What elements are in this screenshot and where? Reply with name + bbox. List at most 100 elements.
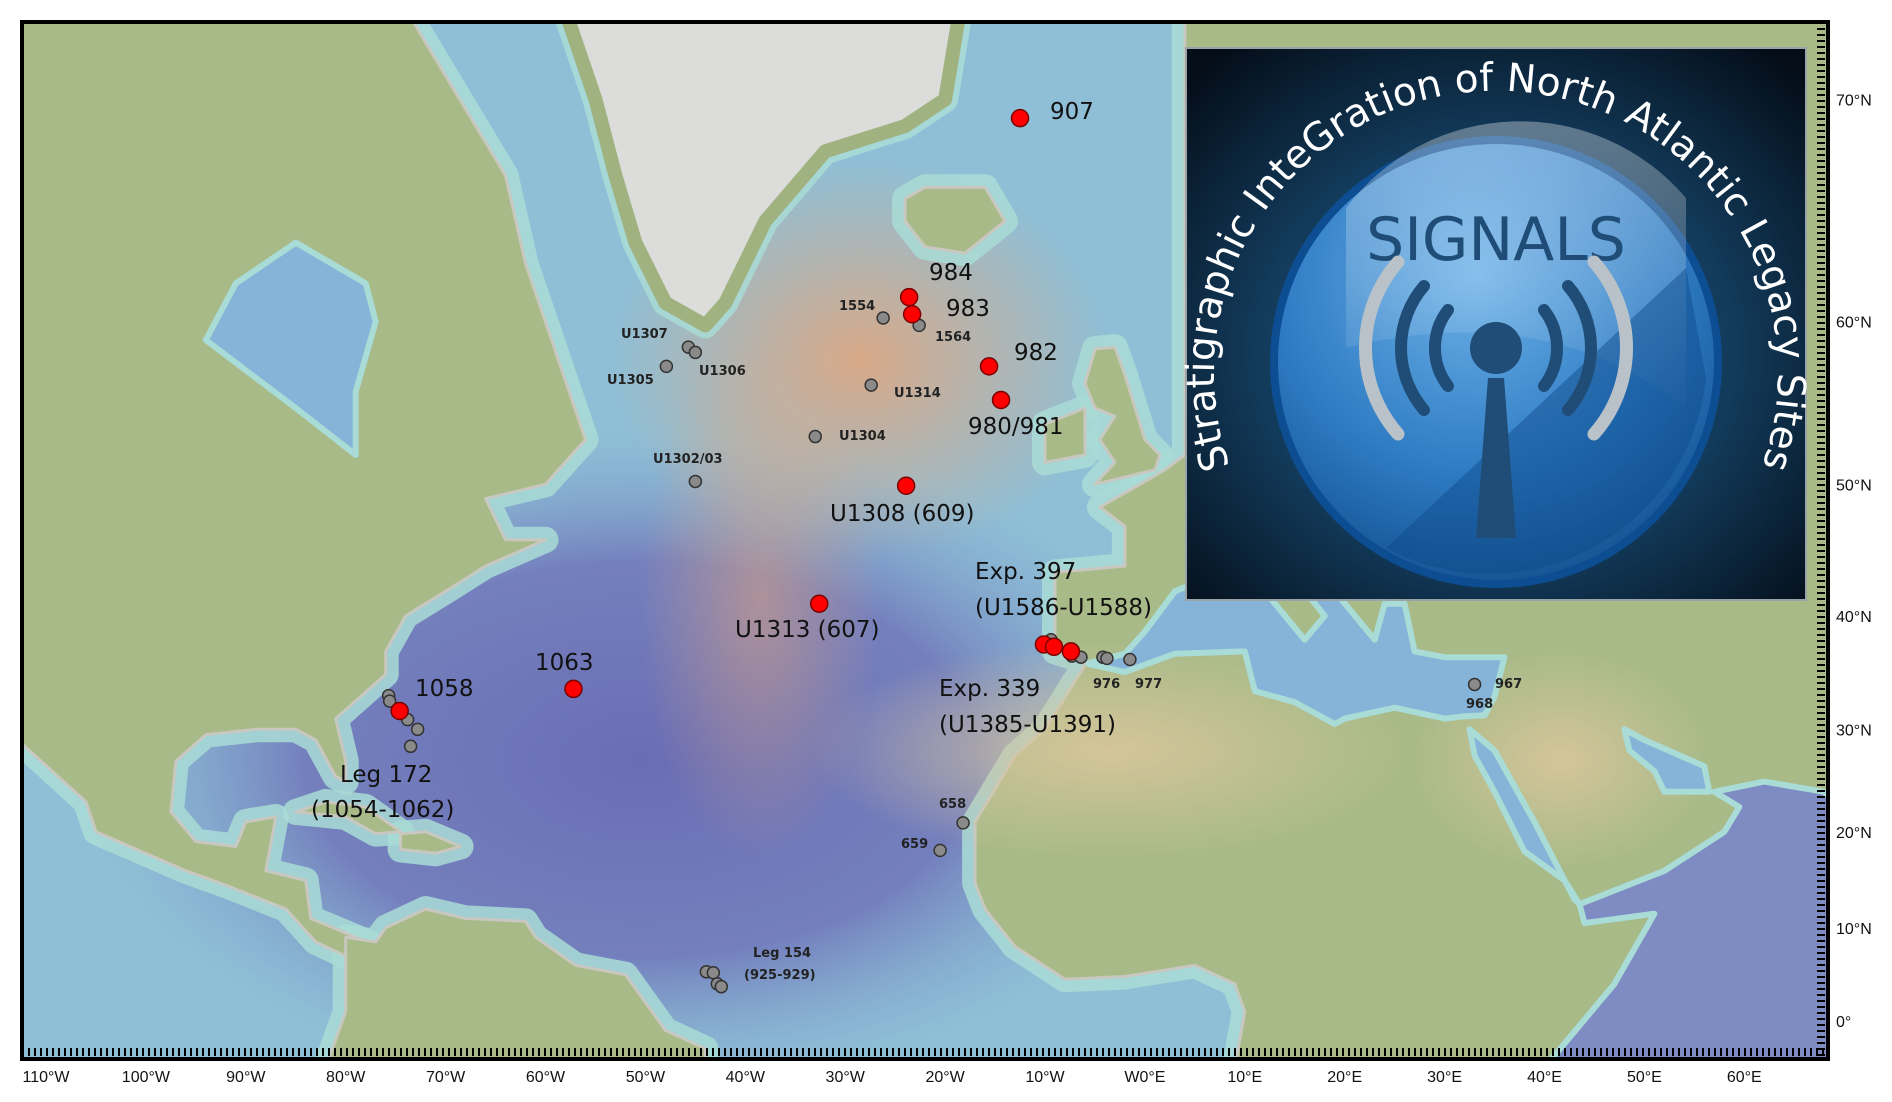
logo-name: SIGNALS [1366,205,1626,275]
label-u1304: U1304 [839,429,886,444]
longitude-tick-label: 90°W [226,1069,266,1086]
label-u1306: U1306 [699,364,746,379]
primary-site-marker[interactable] [1044,637,1064,657]
primary-site-marker[interactable] [899,287,919,307]
latitude-tick-label: 10°N [1836,921,1872,938]
primary-site-marker[interactable] [979,357,999,376]
britain [1083,345,1162,486]
longitude-tick-label: 10°W [1025,1069,1065,1086]
map-frame [20,20,1830,1061]
legacy-site-marker[interactable] [956,816,970,830]
longitude-tick-label: 30°W [826,1069,866,1086]
primary-site-marker[interactable] [1061,642,1081,661]
label-980-981: 980/981 [968,414,1064,440]
label-982: 982 [1014,340,1058,366]
legacy-site-marker[interactable] [410,722,425,737]
latitude-labels: 0° 10°N 20°N 30°N 40°N 50°N 60°N 70°N [1836,92,1872,1031]
legacy-site-marker[interactable] [659,359,674,374]
longitude-tick-label: 40°E [1527,1069,1562,1086]
label-968: 968 [1466,697,1493,712]
longitude-tick-label: 110°W [22,1069,70,1086]
red-sea [1466,726,1583,908]
longitude-tick-label: 50°E [1627,1069,1662,1086]
longitude-labels: 110°W 100°W 90°W 80°W 70°W 60°W 50°W 40°W 30°W 20… [22,1069,1761,1086]
legacy-site-marker[interactable] [808,429,822,444]
label-u1305: U1305 [607,373,654,388]
label-977: 977 [1135,677,1162,692]
iceland [903,185,1007,255]
label-984: 984 [929,260,973,286]
label-1063: 1063 [535,650,594,676]
hudson-bay [202,239,379,458]
legacy-site-marker[interactable] [706,965,721,980]
longitude-tick-label: 30°E [1427,1069,1462,1086]
label-u1313: U1313 (607) [735,617,880,643]
longitude-tick-label: 40°W [726,1069,766,1086]
latitude-tick-label: 50°N [1836,477,1872,494]
legacy-site-marker[interactable] [864,378,878,392]
legacy-site-marker[interactable] [1100,651,1114,666]
primary-site-marker[interactable] [390,701,409,721]
longitude-tick-label: 60°W [526,1069,566,1086]
label-exp397: Exp. 397 [975,559,1076,585]
label-u1308: U1308 (609) [830,501,975,527]
primary-site-marker[interactable] [991,390,1011,410]
label-u1307: U1307 [621,327,668,342]
latitude-tick-label: 70°N [1836,92,1872,109]
label-leg154: Leg 154 [753,946,811,961]
legacy-site-marker[interactable] [1467,677,1482,692]
primary-site-marker[interactable] [902,304,922,324]
greenland [561,22,966,333]
primary-site-marker[interactable] [1010,108,1030,128]
longitude-tick-label: 80°W [326,1069,366,1086]
longitude-tick-label: 60°E [1727,1069,1762,1086]
primary-site-marker[interactable] [896,476,916,496]
label-907: 907 [1050,99,1094,125]
legacy-site-marker[interactable] [933,843,947,858]
label-leg172: Leg 172 [340,762,432,788]
arabian-sea [1547,778,1828,1059]
longitude-tick-label: 50°W [626,1069,666,1086]
graticule-ticks [22,22,1828,1059]
legacy-site-marker[interactable] [382,694,397,708]
label-1554: 1554 [839,299,875,314]
label-u1314: U1314 [894,386,941,401]
primary-site-marker[interactable] [809,594,829,613]
legacy-site-marker[interactable] [688,345,703,360]
legacy-site-marker[interactable] [876,311,890,325]
cuba [294,800,403,836]
label-976: 976 [1093,677,1120,692]
label-exp397-range: (U1586-U1588) [975,595,1152,621]
legacy-site-labels: 1554 1564 U1307 U1306 U1305 U1314 U1304 … [607,299,1522,983]
primary-site-labels: 907 984 983 982 980/981 U1308 (609) U131… [311,99,1152,823]
latitude-tick-label: 30°N [1836,722,1872,739]
longitude-tick-label: 10°E [1227,1069,1262,1086]
antenna-broadcast-icon [1358,255,1634,538]
label-659: 659 [901,837,928,852]
label-leg172-range: (1054-1062) [311,797,454,823]
label-exp339: Exp. 339 [939,676,1040,702]
map-area: 1554 1564 U1307 U1306 U1305 U1314 U1304 … [22,22,1828,1059]
ireland [1043,406,1087,464]
north-america [22,22,587,958]
hispaniola [399,830,463,855]
legacy-site-marker[interactable] [403,739,418,754]
label-1564: 1564 [935,330,971,345]
label-u1302: U1302/03 [653,452,723,467]
label-983: 983 [946,296,990,322]
label-1058: 1058 [415,676,474,702]
primary-site-marker[interactable] [564,679,583,699]
legacy-site-marker[interactable] [714,979,729,994]
signals-logo: SIGNALS Stratigraphic InteGration of Nor… [1179,47,1813,601]
logo-gloss [1346,121,1686,408]
legacy-site-marker[interactable] [688,474,703,489]
longitude-tick-label: 100°W [122,1069,171,1086]
longitude-tick-label: 20°W [925,1069,965,1086]
legacy-site-marker[interactable] [1123,652,1137,667]
label-exp339-range: (U1385-U1391) [939,712,1116,738]
label-658: 658 [939,797,966,812]
longitude-tick-label: 70°W [426,1069,466,1086]
label-leg154-range: (925-929) [744,968,816,983]
south-america [327,907,707,1059]
